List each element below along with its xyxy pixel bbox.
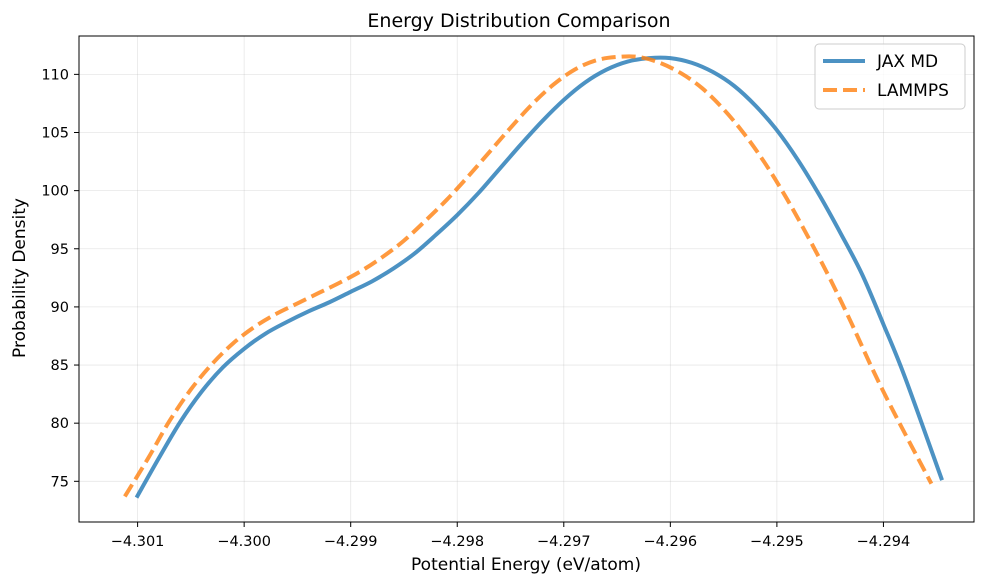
y-tick-label: 95 — [51, 242, 69, 258]
x-tick-label: −4.295 — [750, 534, 804, 550]
grid-lines — [79, 36, 974, 522]
y-axis-ticks: 75 80 85 90 95 100 105 110 — [41, 67, 79, 490]
legend-label: LAMMPS — [877, 81, 949, 101]
x-tick-label: −4.299 — [324, 534, 378, 550]
x-tick-label: −4.297 — [537, 534, 591, 550]
legend-label: JAX MD — [876, 52, 938, 72]
x-tick-label: −4.300 — [217, 534, 271, 550]
y-tick-label: 80 — [51, 416, 69, 432]
chart-title: Energy Distribution Comparison — [367, 10, 670, 32]
x-axis-ticks: −4.301 −4.300 −4.299 −4.298 −4.297 −4.296 −4.2… — [111, 522, 911, 550]
series-line-jax-md — [134, 55, 944, 499]
legend: JAX MD LAMMPS — [814, 43, 966, 110]
y-tick-label: 90 — [51, 300, 69, 316]
y-tick-label: 105 — [41, 126, 69, 142]
x-tick-label: −4.294 — [857, 534, 911, 550]
y-tick-label: 100 — [41, 184, 69, 200]
x-tick-label: −4.298 — [430, 534, 484, 550]
y-axis-label: Probability Density — [10, 198, 30, 358]
y-tick-label: 75 — [51, 474, 69, 490]
y-tick-label: 85 — [51, 358, 69, 374]
y-tick-label: 110 — [41, 67, 69, 83]
x-axis-label: Potential Energy (eV/atom) — [411, 555, 641, 575]
plot-frame — [78, 35, 975, 523]
series-line-lammps — [123, 54, 934, 498]
x-tick-label: −4.296 — [644, 534, 698, 550]
x-tick-label: −4.301 — [111, 534, 165, 550]
series-lines — [123, 54, 944, 499]
